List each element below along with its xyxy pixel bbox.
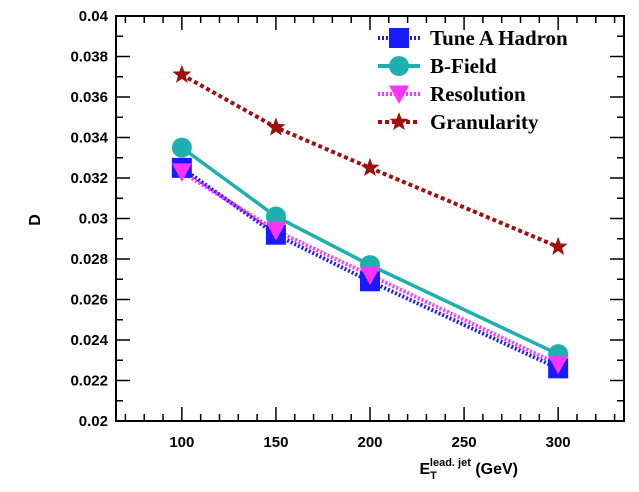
legend-label: Tune A Hadron <box>430 26 568 50</box>
x-axis-label: ETlead. jet (GeV) <box>420 457 519 482</box>
y-tick-label: 0.03 <box>79 211 108 228</box>
y-tick-label: 0.04 <box>79 8 109 25</box>
y-tick-label: 0.028 <box>70 251 108 268</box>
y-axis: 0.02 0.022 0.024 0.026 0.028 0.03 0.032 0.034 0.… <box>70 8 624 430</box>
y-tick-label: 0.034 <box>70 130 108 147</box>
x-tick-label: 100 <box>169 434 194 451</box>
data-point <box>171 163 192 182</box>
x-axis: 100 150 200 250 300 <box>124 16 616 451</box>
data-point <box>265 206 286 227</box>
x-tick-label: 200 <box>357 434 382 451</box>
x-tick-label: 150 <box>263 434 288 451</box>
legend-label: B-Field <box>430 54 497 78</box>
y-axis-label: D <box>27 214 44 226</box>
x-axis-label-sub: T <box>430 470 437 482</box>
y-tick-label: 0.024 <box>70 332 108 349</box>
legend-label: Granularity <box>430 110 539 134</box>
series-line <box>180 166 559 371</box>
data-point <box>265 222 286 241</box>
data-point <box>266 117 286 136</box>
y-tick-label: 0.032 <box>70 170 108 187</box>
series-markers <box>171 64 569 379</box>
y-tick-label: 0.026 <box>70 292 108 309</box>
y-tick-label: 0.022 <box>70 373 108 390</box>
data-point <box>171 137 192 158</box>
x-tick-label: 300 <box>546 434 571 451</box>
legend-marker <box>389 28 409 48</box>
data-point <box>172 64 192 83</box>
series-lines <box>180 72 560 371</box>
y-tick-label: 0.038 <box>70 49 108 66</box>
data-point <box>548 355 569 375</box>
x-axis-label-unit: (GeV) <box>471 461 518 478</box>
y-tick-label: 0.02 <box>79 413 108 430</box>
x-tick-label: 250 <box>452 434 477 451</box>
data-point <box>548 236 568 255</box>
data-point <box>360 157 380 176</box>
series-line <box>180 146 559 356</box>
legend-marker <box>389 56 409 76</box>
data-point <box>360 266 380 286</box>
legend: Tune A Hadron B-Field Resolution Granularit… <box>378 26 568 134</box>
legend-label: Resolution <box>430 82 526 106</box>
legend-marker <box>389 112 409 131</box>
x-axis-label-main: E <box>420 461 431 478</box>
y-tick-label: 0.036 <box>70 89 108 106</box>
x-axis-label-sup: lead. jet <box>430 457 471 469</box>
legend-marker <box>389 85 409 104</box>
